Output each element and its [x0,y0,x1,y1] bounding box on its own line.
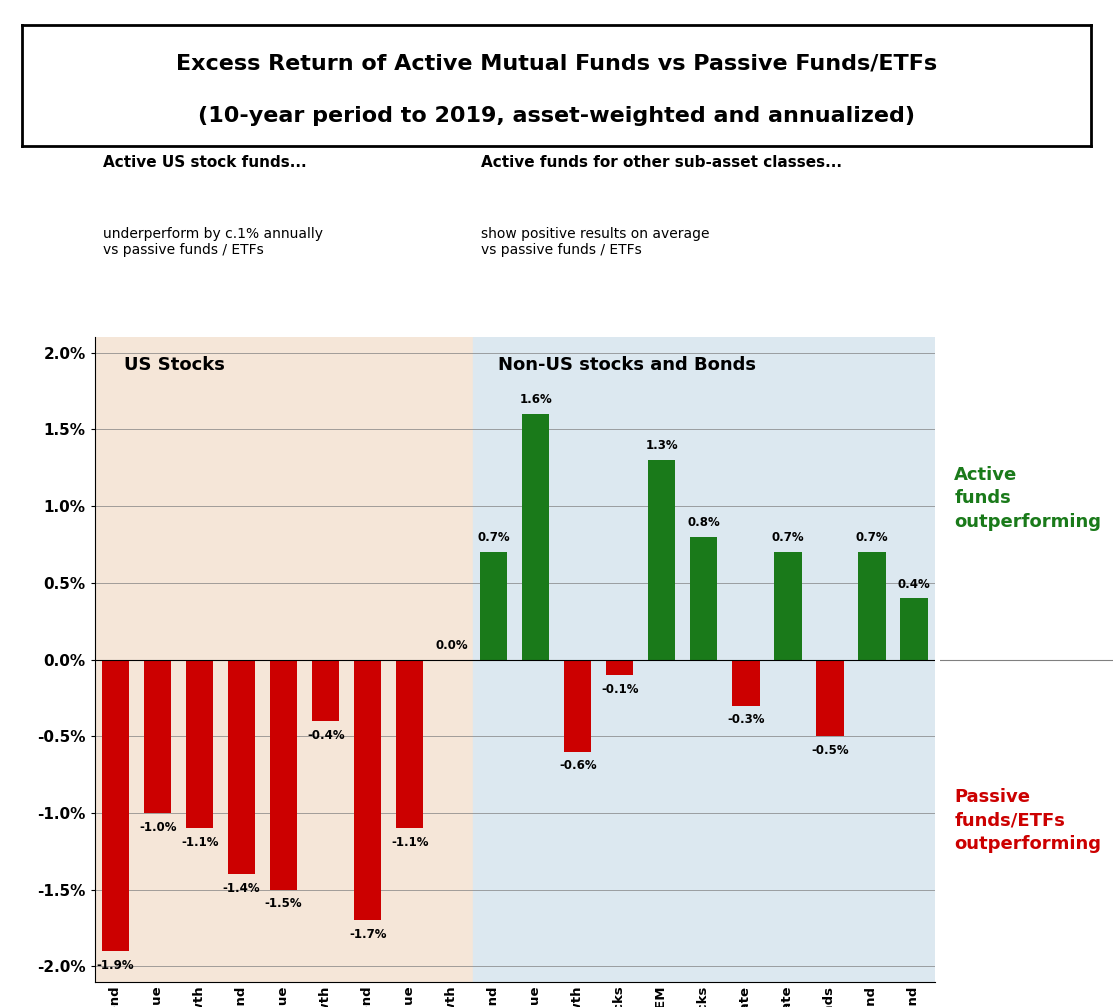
Text: 0.7%: 0.7% [477,532,510,545]
Bar [732,660,759,706]
Bar [564,660,591,751]
Bar [354,660,382,920]
Bar [522,414,550,660]
Text: US Stocks: US Stocks [124,355,225,374]
Bar [312,660,339,721]
Text: 0.8%: 0.8% [688,517,720,529]
Bar [480,552,508,660]
Text: (10-year period to 2019, asset-weighted and annualized): (10-year period to 2019, asset-weighted … [198,106,915,126]
Bar [396,660,423,829]
Text: Passive
funds/ETFs
outperforming: Passive funds/ETFs outperforming [954,788,1101,853]
Text: Excess Return of Active Mutual Funds vs Passive Funds/ETFs: Excess Return of Active Mutual Funds vs … [176,53,937,74]
Bar [95,337,473,982]
Bar [816,660,844,736]
Bar [473,337,935,982]
Bar [900,598,927,660]
Bar [648,460,676,660]
Bar [102,660,129,952]
Text: -1.5%: -1.5% [265,897,303,910]
Text: -0.5%: -0.5% [811,744,849,757]
Bar [775,552,801,660]
Text: -0.1%: -0.1% [601,683,639,696]
Text: 0.0%: 0.0% [435,638,469,652]
Text: underperform by c.1% annually
vs passive funds / ETFs: underperform by c.1% annually vs passive… [104,228,323,258]
Text: -0.4%: -0.4% [307,729,345,741]
Bar [186,660,214,829]
Bar [607,660,633,675]
Bar [858,552,886,660]
Text: Non-US stocks and Bonds: Non-US stocks and Bonds [498,355,756,374]
Text: Active US stock funds...: Active US stock funds... [104,155,307,169]
Text: 1.3%: 1.3% [646,439,678,452]
Text: 0.7%: 0.7% [856,532,888,545]
Text: -1.1%: -1.1% [391,836,429,849]
Text: Active
funds
outperforming: Active funds outperforming [954,466,1101,531]
Text: -1.1%: -1.1% [181,836,218,849]
Bar [228,660,255,874]
Text: Active funds for other sub-asset classes...: Active funds for other sub-asset classes… [481,155,843,169]
Text: -1.4%: -1.4% [223,882,260,895]
Bar [690,537,718,660]
Text: show positive results on average
vs passive funds / ETFs: show positive results on average vs pass… [481,228,710,258]
Bar [270,660,297,890]
Text: 0.7%: 0.7% [771,532,805,545]
Text: -1.7%: -1.7% [349,928,386,942]
Text: 0.4%: 0.4% [897,578,930,590]
Text: -0.6%: -0.6% [559,759,597,772]
Text: 1.6%: 1.6% [520,394,552,407]
Text: -1.9%: -1.9% [97,959,135,972]
Text: -1.0%: -1.0% [139,821,176,834]
Text: -0.3%: -0.3% [727,713,765,726]
Bar [144,660,171,813]
